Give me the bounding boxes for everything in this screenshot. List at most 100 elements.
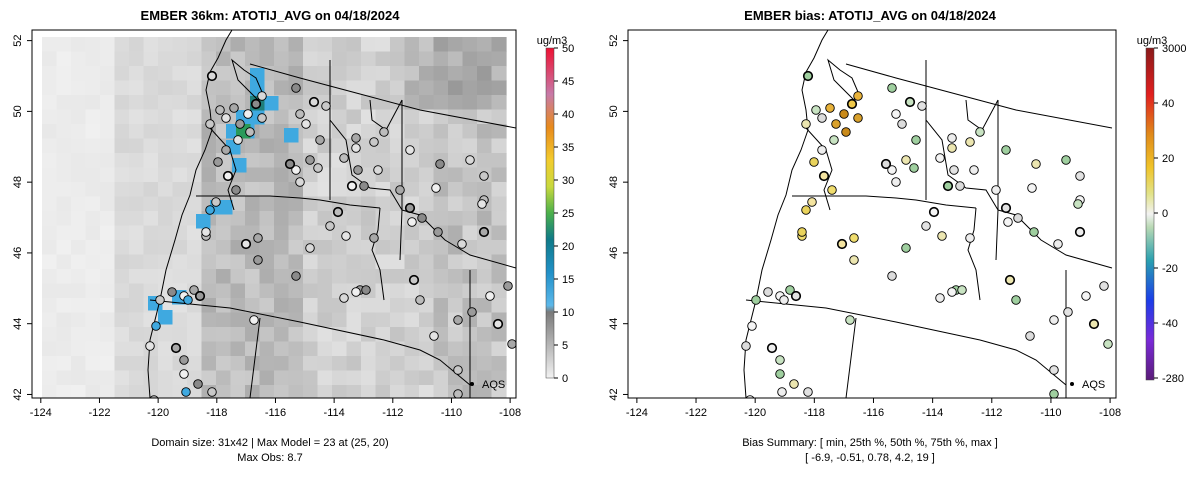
legend-tick-label: 40: [562, 109, 574, 121]
grid-cell: [56, 167, 72, 183]
grid-cell: [346, 385, 362, 398]
grid-cell: [114, 312, 130, 328]
left-legend-ticks: 0 5 10 15 20 25 30 35 40 45 50: [554, 43, 574, 385]
site-marker: [151, 321, 161, 331]
y-tick-label: 44: [608, 318, 620, 330]
x-tick-label: -116: [265, 407, 286, 419]
grid-cell: [56, 254, 72, 270]
grid-cell: [433, 66, 449, 82]
grid-cell: [448, 80, 464, 96]
grid-cell: [201, 269, 217, 285]
plume-cell: [264, 96, 279, 111]
site-marker: [250, 98, 262, 110]
grid-cell: [491, 254, 507, 270]
grid-cell: [100, 225, 116, 241]
grid-cell: [42, 356, 58, 372]
grid-cell: [462, 109, 478, 125]
grid-cell: [114, 138, 130, 154]
grid-cell: [172, 37, 188, 53]
legend-tick-label: -20: [1162, 263, 1178, 275]
grid-cell: [274, 312, 290, 328]
grid-cell: [129, 312, 145, 328]
grid-cell: [71, 341, 87, 357]
right-y-axis: 42 44 46 48 50 52: [608, 34, 628, 401]
bias-marker: [897, 119, 907, 129]
grid-cell: [361, 211, 377, 227]
grid-cell: [259, 356, 275, 372]
grid-cell: [143, 385, 159, 398]
site-marker: [145, 341, 155, 351]
grid-cell: [477, 37, 493, 53]
grid-cell: [71, 269, 87, 285]
grid-cell: [317, 51, 333, 67]
grid-cell: [85, 37, 101, 53]
grid-cell: [390, 327, 406, 343]
grid-cell: [85, 153, 101, 169]
grid-cell: [375, 356, 391, 372]
grid-cell: [448, 211, 464, 227]
grid-cell: [143, 124, 159, 140]
grid-cell: [71, 153, 87, 169]
site-marker: [189, 285, 199, 295]
grid-cell: [390, 167, 406, 183]
grid-cell: [85, 370, 101, 386]
grid-cell: [158, 341, 174, 357]
bias-marker: [831, 119, 841, 129]
grid-cell: [71, 80, 87, 96]
y-tick-label: 42: [608, 388, 620, 400]
site-marker: [395, 185, 405, 195]
grid-cell: [85, 109, 101, 125]
model-grid: [42, 37, 507, 398]
grid-cell: [448, 298, 464, 314]
right-map-area: [628, 30, 1116, 398]
grid-cell: [56, 283, 72, 299]
site-marker: [179, 369, 189, 379]
grid-cell: [245, 153, 261, 169]
site-marker: [453, 365, 463, 375]
bias-marker: [803, 387, 813, 397]
grid-cell: [419, 370, 435, 386]
grid-cell: [245, 269, 261, 285]
grid-cell: [129, 66, 145, 82]
grid-cell: [419, 356, 435, 372]
grid-cell: [390, 385, 406, 398]
site-marker: [291, 271, 301, 281]
bias-marker: [887, 165, 897, 175]
x-tick-label: -120: [744, 407, 766, 419]
grid-cell: [100, 182, 116, 198]
plume-cell: [158, 310, 173, 325]
grid-cell: [172, 167, 188, 183]
grid-cell: [491, 356, 507, 372]
grid-cell: [390, 95, 406, 111]
grid-cell: [56, 95, 72, 111]
grid-cell: [491, 370, 507, 386]
grid-cell: [433, 138, 449, 154]
bias-marker: [937, 231, 947, 241]
grid-cell: [71, 182, 87, 198]
grid-cell: [187, 124, 203, 140]
site-marker: [295, 177, 305, 187]
grid-cell: [245, 167, 261, 183]
grid-cell: [100, 66, 116, 82]
grid-cell: [477, 254, 493, 270]
grid-cell: [419, 153, 435, 169]
grid-cell: [491, 80, 507, 96]
grid-cell: [462, 51, 478, 67]
boundary-line: [845, 317, 857, 398]
grid-cell: [85, 51, 101, 67]
left-map-area: [32, 30, 516, 398]
grid-cell: [42, 66, 58, 82]
site-marker: [291, 83, 301, 93]
grid-cell: [259, 283, 275, 299]
grid-cell: [477, 240, 493, 256]
grid-cell: [56, 66, 72, 82]
grid-cell: [201, 341, 217, 357]
grid-cell: [419, 196, 435, 212]
grid-cell: [317, 341, 333, 357]
grid-cell: [172, 196, 188, 212]
grid-cell: [71, 327, 87, 343]
site-marker: [179, 355, 189, 365]
grid-cell: [42, 312, 58, 328]
grid-cell: [230, 37, 246, 53]
grid-cell: [143, 283, 159, 299]
